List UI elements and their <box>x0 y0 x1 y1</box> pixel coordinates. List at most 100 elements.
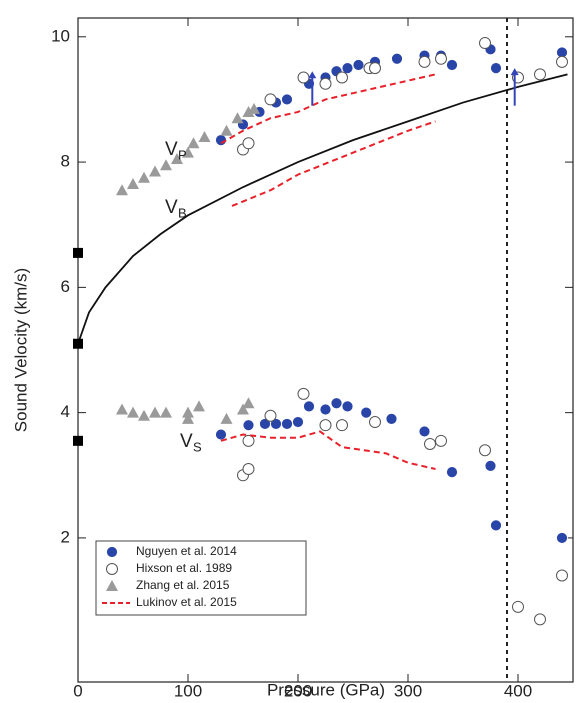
point <box>138 409 150 421</box>
x-tick-label: 100 <box>174 681 202 700</box>
point <box>534 613 546 626</box>
point <box>281 93 293 106</box>
point <box>149 165 161 177</box>
point <box>292 416 304 428</box>
point <box>319 419 332 432</box>
legend-swatch <box>106 580 118 591</box>
point <box>369 62 381 75</box>
point <box>446 59 458 71</box>
x-axis-label: Pressure (GPa) <box>267 680 385 699</box>
point <box>138 171 150 183</box>
point <box>73 435 83 446</box>
point <box>215 134 227 147</box>
point <box>303 400 315 413</box>
y-axis-label: Sound Velocity (km/s) <box>11 268 30 432</box>
point <box>231 112 244 124</box>
point <box>319 403 332 416</box>
point <box>369 416 381 429</box>
annotation-sub: P <box>178 147 187 162</box>
point <box>341 400 354 413</box>
y-tick-label: 10 <box>51 26 70 45</box>
point <box>424 437 436 450</box>
legend-swatch <box>106 546 118 558</box>
series-line <box>77 73 568 345</box>
x-tick-label: 0 <box>73 681 82 700</box>
arrow-head <box>510 68 519 76</box>
annotation: V <box>165 139 178 160</box>
point <box>418 425 431 438</box>
point <box>435 434 447 447</box>
point <box>171 152 183 164</box>
y-tick-label: 8 <box>61 152 70 171</box>
point <box>418 55 431 68</box>
point <box>512 600 524 613</box>
point <box>220 124 233 136</box>
legend-swatch <box>106 563 118 575</box>
point <box>193 400 205 412</box>
legend-label: Hixson et al. 1989 <box>136 561 232 575</box>
series-line <box>220 73 436 470</box>
point <box>281 418 293 430</box>
point <box>242 105 255 117</box>
point <box>73 338 83 349</box>
point <box>242 434 255 447</box>
point <box>182 406 194 418</box>
point <box>127 178 139 189</box>
point <box>446 466 458 479</box>
point <box>160 159 172 171</box>
y-tick-label: 2 <box>61 527 70 546</box>
point <box>385 413 398 425</box>
point <box>242 137 255 150</box>
point <box>490 519 502 532</box>
annotation: V <box>180 431 193 452</box>
point <box>297 71 310 84</box>
point <box>336 71 348 84</box>
point <box>187 137 200 149</box>
point <box>360 406 373 419</box>
x-tick-label: 200 <box>284 681 312 700</box>
legend-label: Nguyen et al. 2014 <box>136 544 237 558</box>
point <box>336 419 348 432</box>
point <box>319 77 332 90</box>
point <box>435 52 447 65</box>
point <box>116 184 128 196</box>
x-tick-label: 300 <box>394 681 422 700</box>
point <box>182 412 194 424</box>
point <box>556 532 568 544</box>
point <box>534 68 546 81</box>
annotation: V <box>165 197 178 218</box>
point <box>198 131 211 143</box>
point <box>242 419 255 432</box>
point <box>242 397 255 409</box>
x-tick-label: 400 <box>504 681 532 700</box>
point <box>391 52 403 65</box>
point <box>490 62 502 75</box>
point <box>215 428 227 441</box>
point <box>73 247 83 258</box>
plot-frame <box>77 17 574 683</box>
point <box>248 102 260 114</box>
point <box>297 387 310 400</box>
point <box>242 463 255 476</box>
annotation-sub: S <box>193 439 202 454</box>
y-tick-label: 6 <box>61 277 70 296</box>
point <box>220 412 233 424</box>
point <box>556 569 568 582</box>
legend-label: Lukinov et al. 2015 <box>136 595 237 609</box>
point <box>149 406 161 418</box>
point <box>264 93 277 106</box>
point <box>484 459 497 472</box>
point <box>160 406 172 418</box>
point <box>479 444 491 457</box>
annotation-sub: B <box>178 205 187 220</box>
point <box>237 403 249 415</box>
point <box>341 62 354 75</box>
y-tick-label: 4 <box>61 402 70 421</box>
arrow-head <box>308 71 317 79</box>
point <box>116 403 128 415</box>
point <box>264 409 277 422</box>
point <box>330 397 343 410</box>
legend-label: Zhang et al. 2015 <box>136 578 230 592</box>
point <box>182 146 194 158</box>
